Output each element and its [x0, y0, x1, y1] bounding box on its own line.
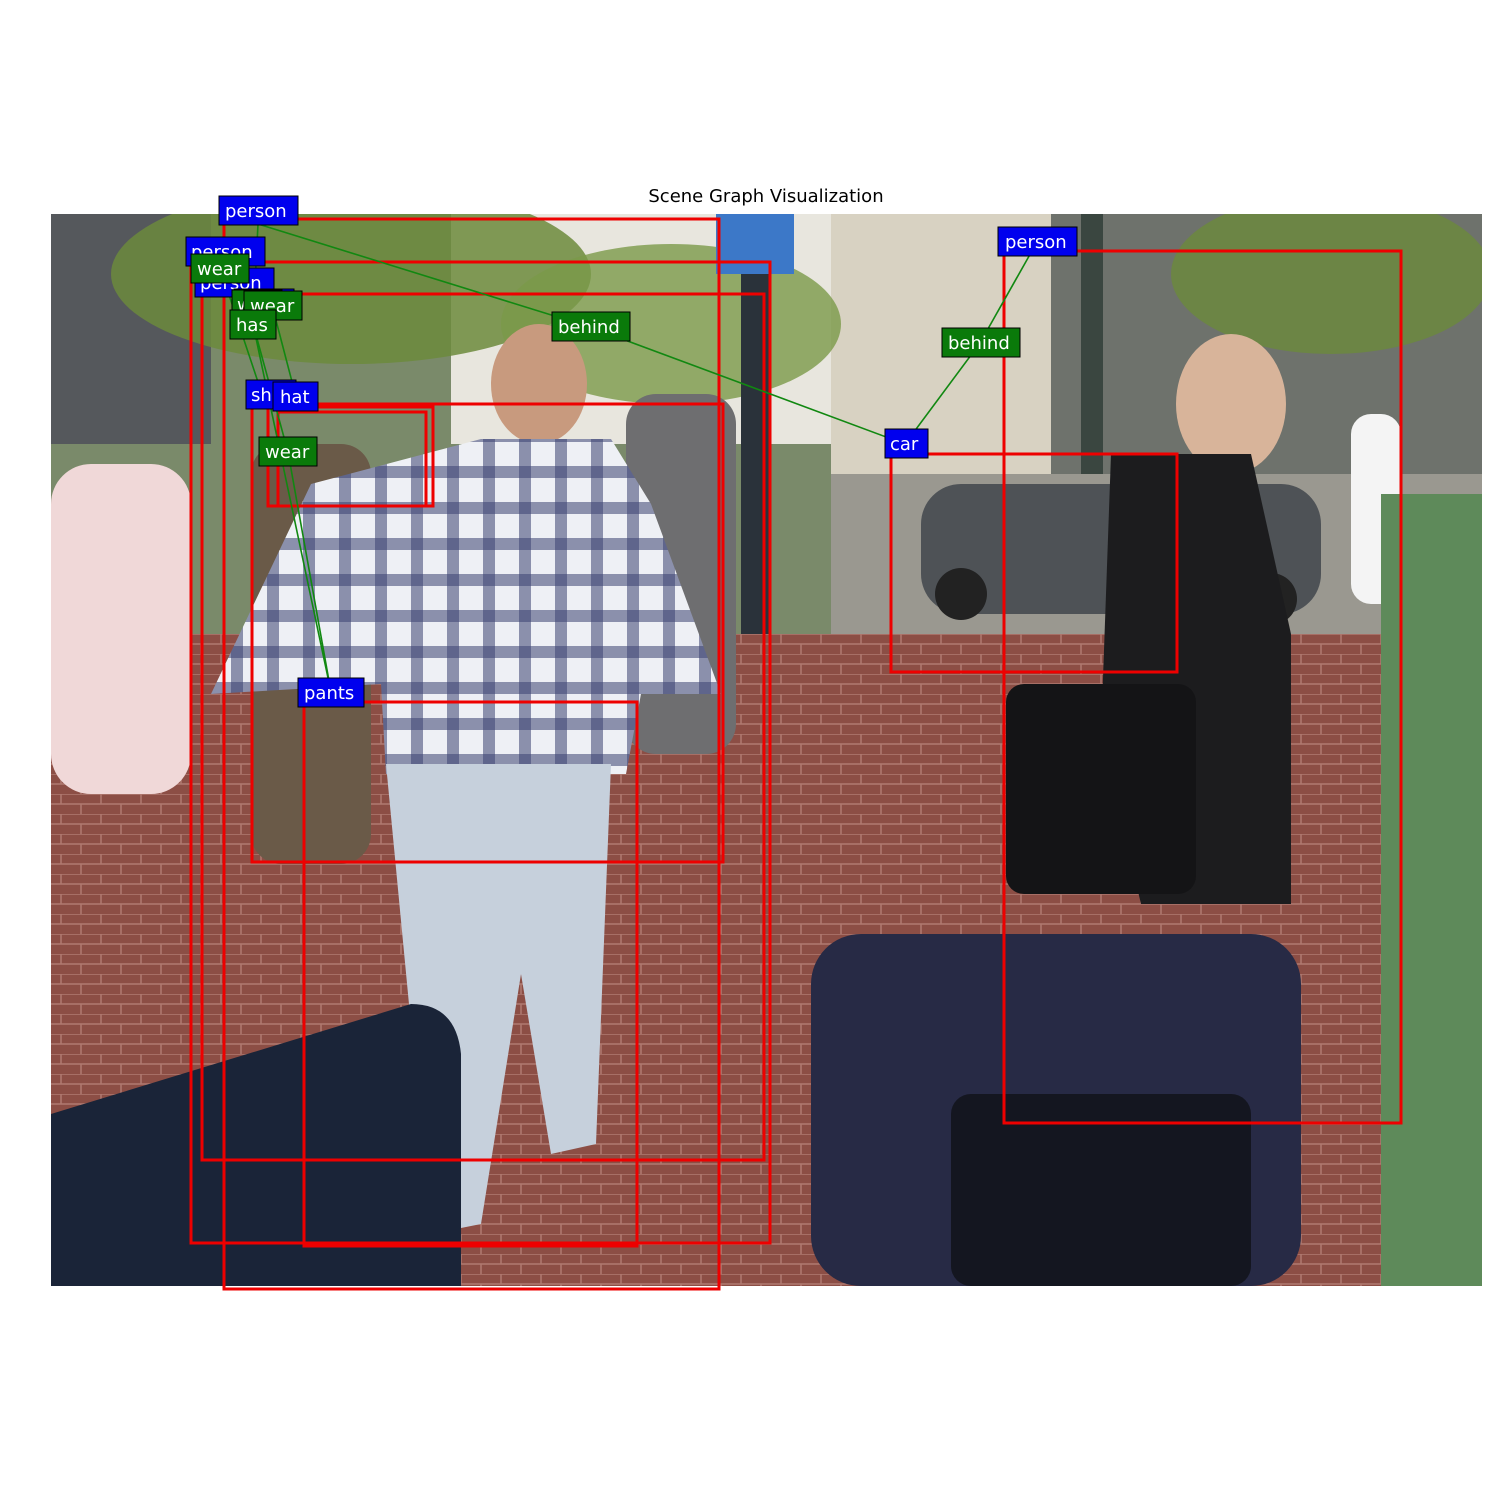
street-photo: [51, 214, 1482, 1286]
figure-title: Scene Graph Visualization: [648, 186, 884, 207]
